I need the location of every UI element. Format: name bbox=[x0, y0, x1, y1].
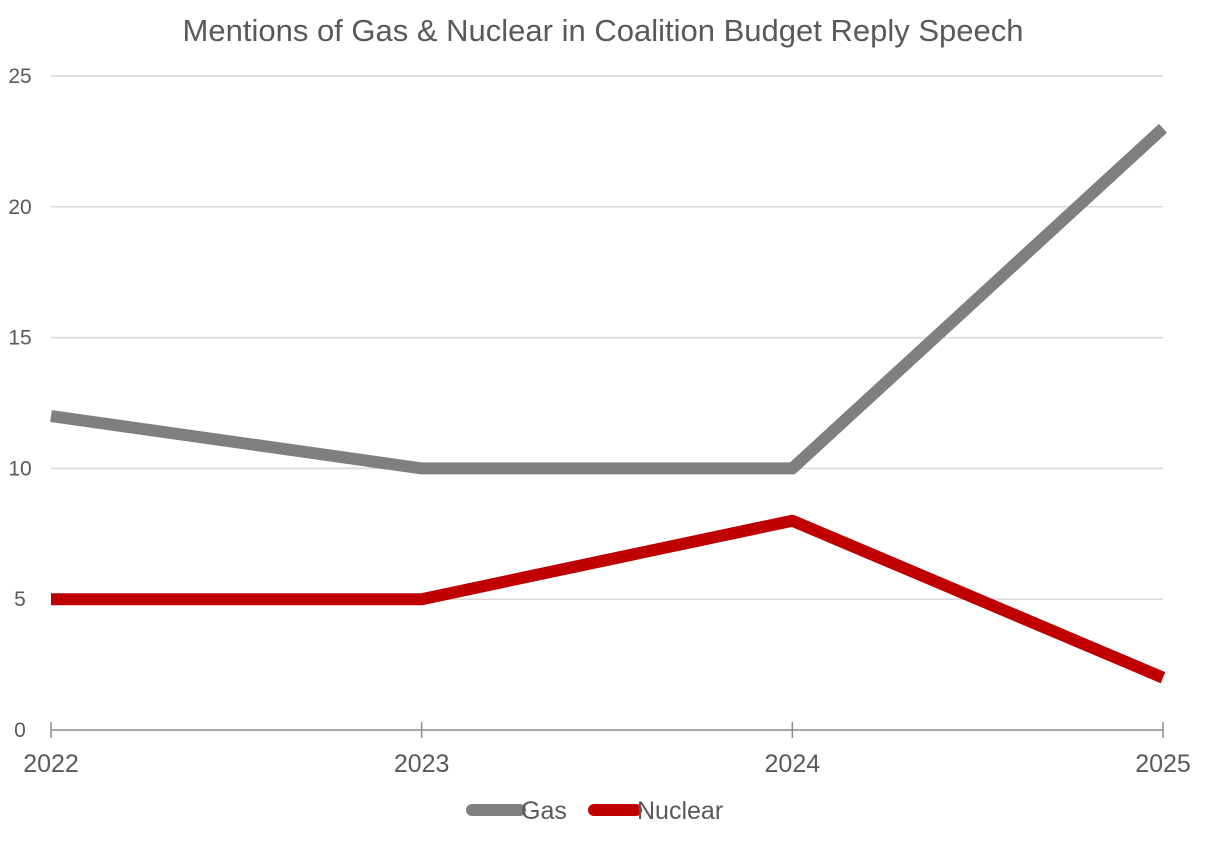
legend-item-gas: Gas bbox=[466, 797, 567, 825]
y-tick-label: 15 bbox=[8, 327, 31, 350]
y-tick-label: 20 bbox=[8, 196, 31, 219]
gridlines bbox=[51, 75, 1163, 600]
series-lines bbox=[50, 123, 1168, 684]
data-point bbox=[792, 468, 793, 469]
x-tick-label: 2023 bbox=[394, 750, 450, 778]
x-tick-label: 2025 bbox=[1135, 750, 1191, 778]
legend-label: Gas bbox=[521, 797, 567, 825]
y-tick-label: 5 bbox=[14, 588, 26, 611]
y-tick-label: 25 bbox=[8, 65, 31, 88]
data-point bbox=[51, 599, 52, 600]
legend-item-nuclear: Nuclear bbox=[588, 797, 723, 825]
y-tick-label: 10 bbox=[8, 457, 31, 480]
data-point bbox=[1163, 677, 1164, 678]
data-point bbox=[421, 468, 422, 469]
y-tick-label: 0 bbox=[14, 719, 26, 742]
data-point bbox=[792, 520, 793, 521]
data-point bbox=[1163, 128, 1164, 129]
series-line bbox=[51, 514, 1166, 684]
legend: Gas Nuclear bbox=[466, 797, 723, 825]
data-point bbox=[51, 416, 52, 417]
chart-title: Mentions of Gas & Nuclear in Coalition B… bbox=[183, 13, 1024, 48]
legend-label: Nuclear bbox=[637, 797, 723, 825]
x-tick-label: 2022 bbox=[23, 750, 79, 778]
x-tick-label: 2024 bbox=[765, 750, 821, 778]
series-gas bbox=[50, 123, 1168, 475]
series-nuclear bbox=[51, 514, 1166, 684]
data-point bbox=[421, 599, 422, 600]
series-line bbox=[50, 123, 1168, 475]
